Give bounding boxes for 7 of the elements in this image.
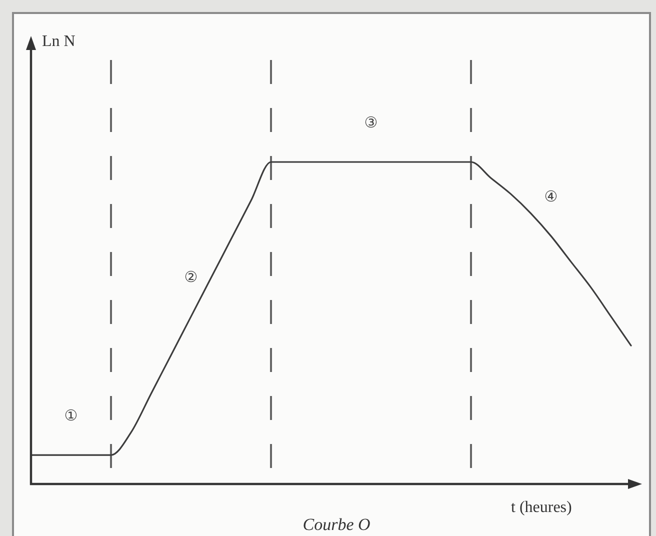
annotation: ②: [184, 268, 198, 286]
text: Courbe O: [302, 515, 370, 534]
x-axis-title: t (heures): [511, 499, 572, 516]
annotation: ①: [64, 406, 78, 424]
text: ③: [364, 113, 378, 132]
annotation: ④: [544, 187, 558, 206]
text: Ln N: [42, 33, 76, 50]
